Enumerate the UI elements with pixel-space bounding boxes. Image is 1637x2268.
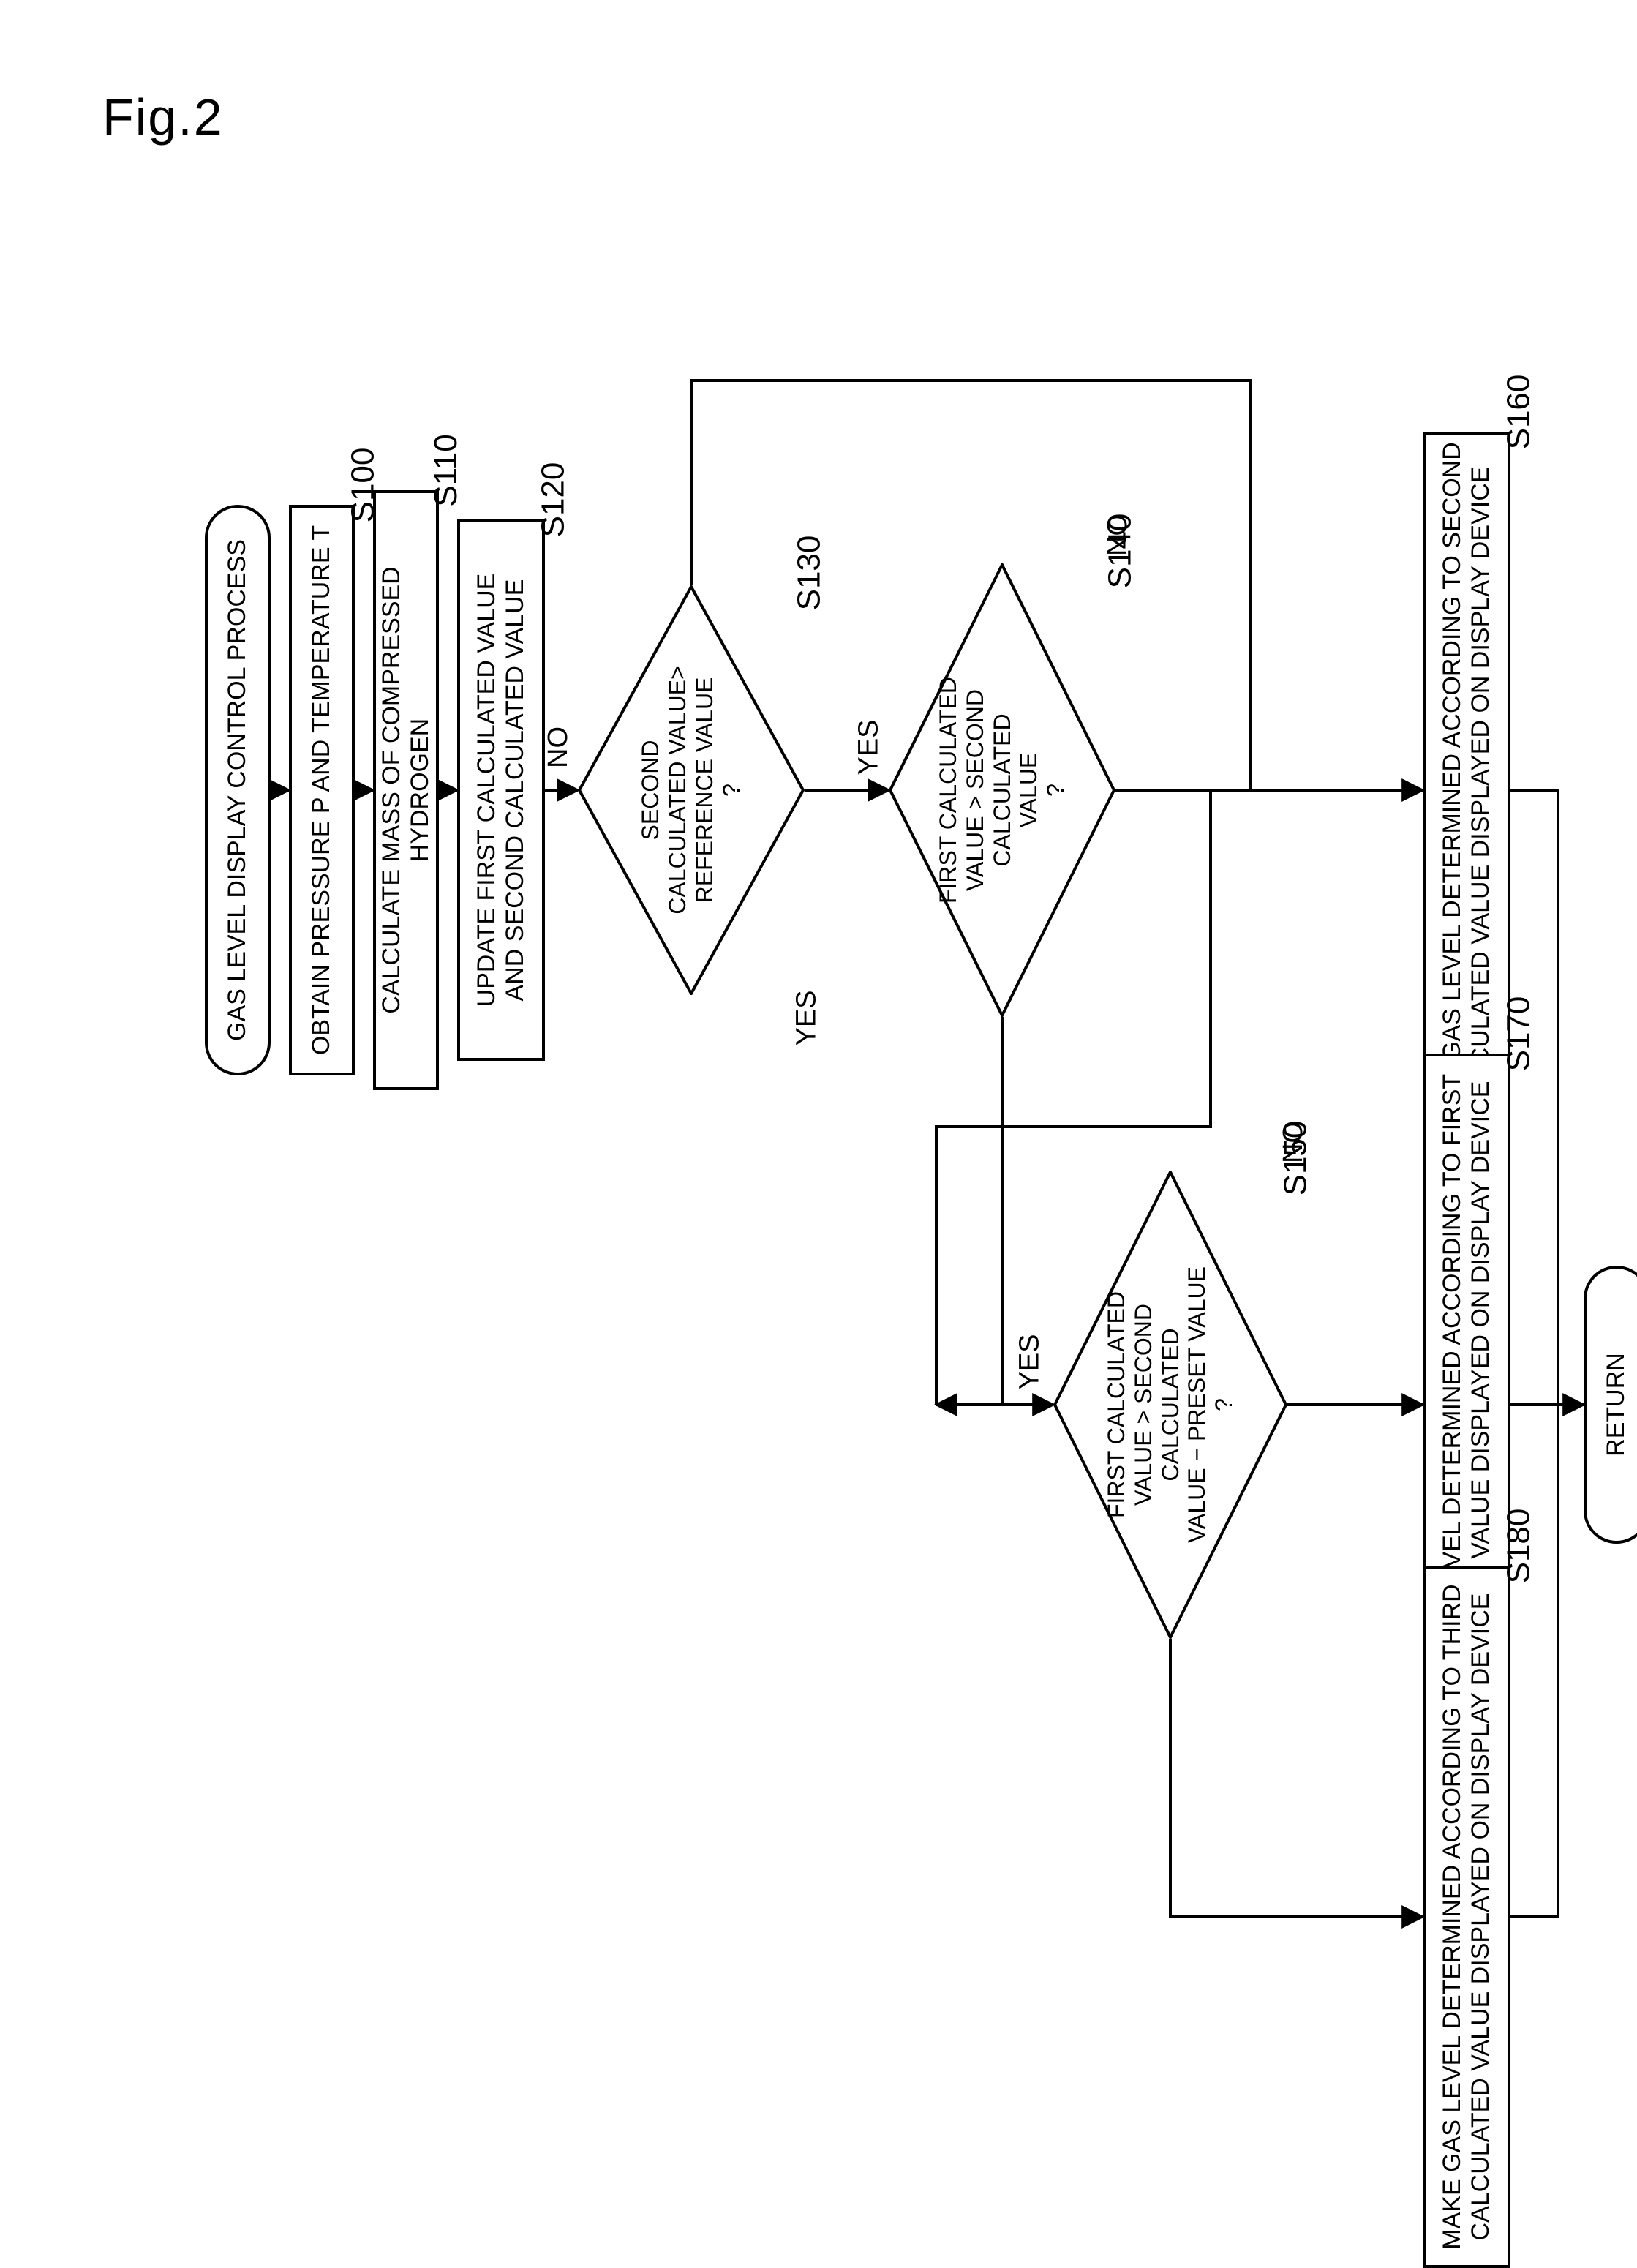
terminator-return: RETURN <box>1584 1266 1637 1544</box>
process-s180: MAKE GAS LEVEL DETERMINED ACCORDING TO T… <box>1423 1566 1510 2268</box>
connector-s150_no <box>1170 1639 1423 1917</box>
process-s110: CALCULATE MASS OF COMPRESSED HYDROGEN <box>373 490 439 1090</box>
step-label-s160: S160 <box>1500 375 1537 450</box>
process-s100: OBTAIN PRESSURE P AND TEMPERATURE T <box>289 505 355 1075</box>
step-label-s130: S130 <box>791 536 827 611</box>
decision-text-s150: FIRST CALCULATED VALUE > SECOND CALCULAT… <box>1053 1171 1287 1639</box>
step-label-s120: S120 <box>535 462 571 538</box>
branch-no-s150: NO <box>1278 1122 1309 1163</box>
branch-yes-s140: YES <box>854 719 885 775</box>
decision-s140: FIRST CALCULATED VALUE > SECOND CALCULAT… <box>889 563 1115 1017</box>
process-s160: MAKE GAS LEVEL DETERMINED ACCORDING TO S… <box>1423 432 1510 1149</box>
step-label-s180: S180 <box>1500 1509 1537 1584</box>
connector-s160_b <box>1510 790 1558 1405</box>
branch-yes-s150: YES <box>1015 1334 1046 1389</box>
connector-s180_b <box>1510 1405 1558 1917</box>
decision-text-s130: SECOND CALCULATED VALUE> REFERENCE VALUE… <box>578 585 805 995</box>
step-label-s110: S110 <box>428 434 464 507</box>
decision-s150: FIRST CALCULATED VALUE > SECOND CALCULAT… <box>1053 1171 1287 1639</box>
process-s120: UPDATE FIRST CALCULATED VALUE AND SECOND… <box>457 519 545 1061</box>
step-label-s170: S170 <box>1500 996 1537 1072</box>
flowchart-canvas: Fig.2 GAS LEVEL DISPLAY CONTROL PROCESSO… <box>0 0 1637 2130</box>
decision-s130: SECOND CALCULATED VALUE> REFERENCE VALUE… <box>578 585 805 995</box>
branch-yes-s130: YES <box>791 990 823 1045</box>
branch-no-s140: NO <box>1102 514 1134 556</box>
terminator-start: GAS LEVEL DISPLAY CONTROL PROCESS <box>205 505 271 1075</box>
branch-no-s130: NO <box>543 726 574 768</box>
decision-text-s140: FIRST CALCULATED VALUE > SECOND CALCULAT… <box>889 563 1115 1017</box>
